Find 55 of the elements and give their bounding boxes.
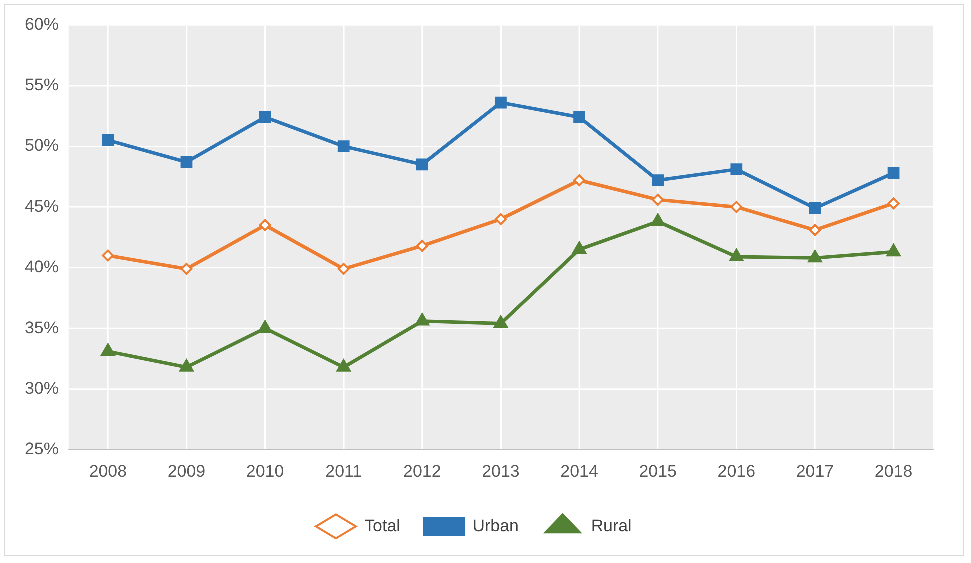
- y-tick-label: 60%: [24, 14, 59, 34]
- point: [888, 198, 900, 210]
- point: [259, 111, 272, 124]
- point: [338, 263, 350, 276]
- point: [572, 242, 587, 254]
- point: [888, 167, 900, 180]
- point: [259, 219, 272, 232]
- x-tick-label: 2009: [168, 462, 206, 481]
- point: [338, 140, 350, 152]
- point: [415, 313, 430, 326]
- y-tick-label: 40%: [24, 258, 59, 277]
- y-tick-label: 30%: [24, 378, 59, 398]
- point: [730, 164, 743, 176]
- point: [258, 320, 272, 334]
- x-tick-label: 2011: [326, 462, 362, 481]
- point: [494, 213, 507, 226]
- x-tick-label: 2008: [89, 462, 128, 481]
- y-tick-label: 35%: [24, 318, 59, 338]
- point: [101, 344, 116, 356]
- point: [102, 250, 114, 262]
- point: [652, 194, 664, 206]
- y-tick-label: 55%: [24, 76, 59, 94]
- point: [730, 201, 743, 214]
- point: [809, 224, 822, 236]
- legend-label: Rural: [591, 516, 632, 536]
- point: [416, 240, 428, 252]
- x-tick-label: 2018: [874, 462, 913, 481]
- x-tick-label: 2017: [796, 462, 834, 481]
- point: [180, 263, 193, 276]
- point: [651, 214, 666, 226]
- point: [494, 316, 508, 328]
- point: [574, 111, 586, 124]
- point: [808, 250, 822, 263]
- legend-label: Urban: [472, 516, 519, 536]
- point: [809, 202, 822, 214]
- point: [180, 156, 193, 168]
- point: [652, 174, 664, 186]
- y-tick-label: 45%: [24, 196, 59, 216]
- point: [886, 244, 901, 257]
- x-tick-label: 2013: [482, 462, 520, 481]
- point: [416, 158, 428, 171]
- x-tick-label: 2010: [246, 462, 284, 481]
- y-tick-label: 25%: [24, 440, 59, 459]
- point: [574, 174, 586, 186]
- x-tick-label: 2014: [560, 462, 598, 481]
- x-tick-label: 2012: [404, 462, 442, 481]
- x-tick-label: 2015: [639, 462, 677, 481]
- point: [180, 359, 194, 372]
- x-tick-label: 2016: [718, 462, 756, 481]
- point: [495, 96, 507, 109]
- y-tick-label: 50%: [24, 136, 59, 156]
- point: [730, 249, 744, 262]
- legend-label: Total: [364, 516, 400, 536]
- point: [336, 359, 351, 372]
- point: [102, 134, 114, 146]
